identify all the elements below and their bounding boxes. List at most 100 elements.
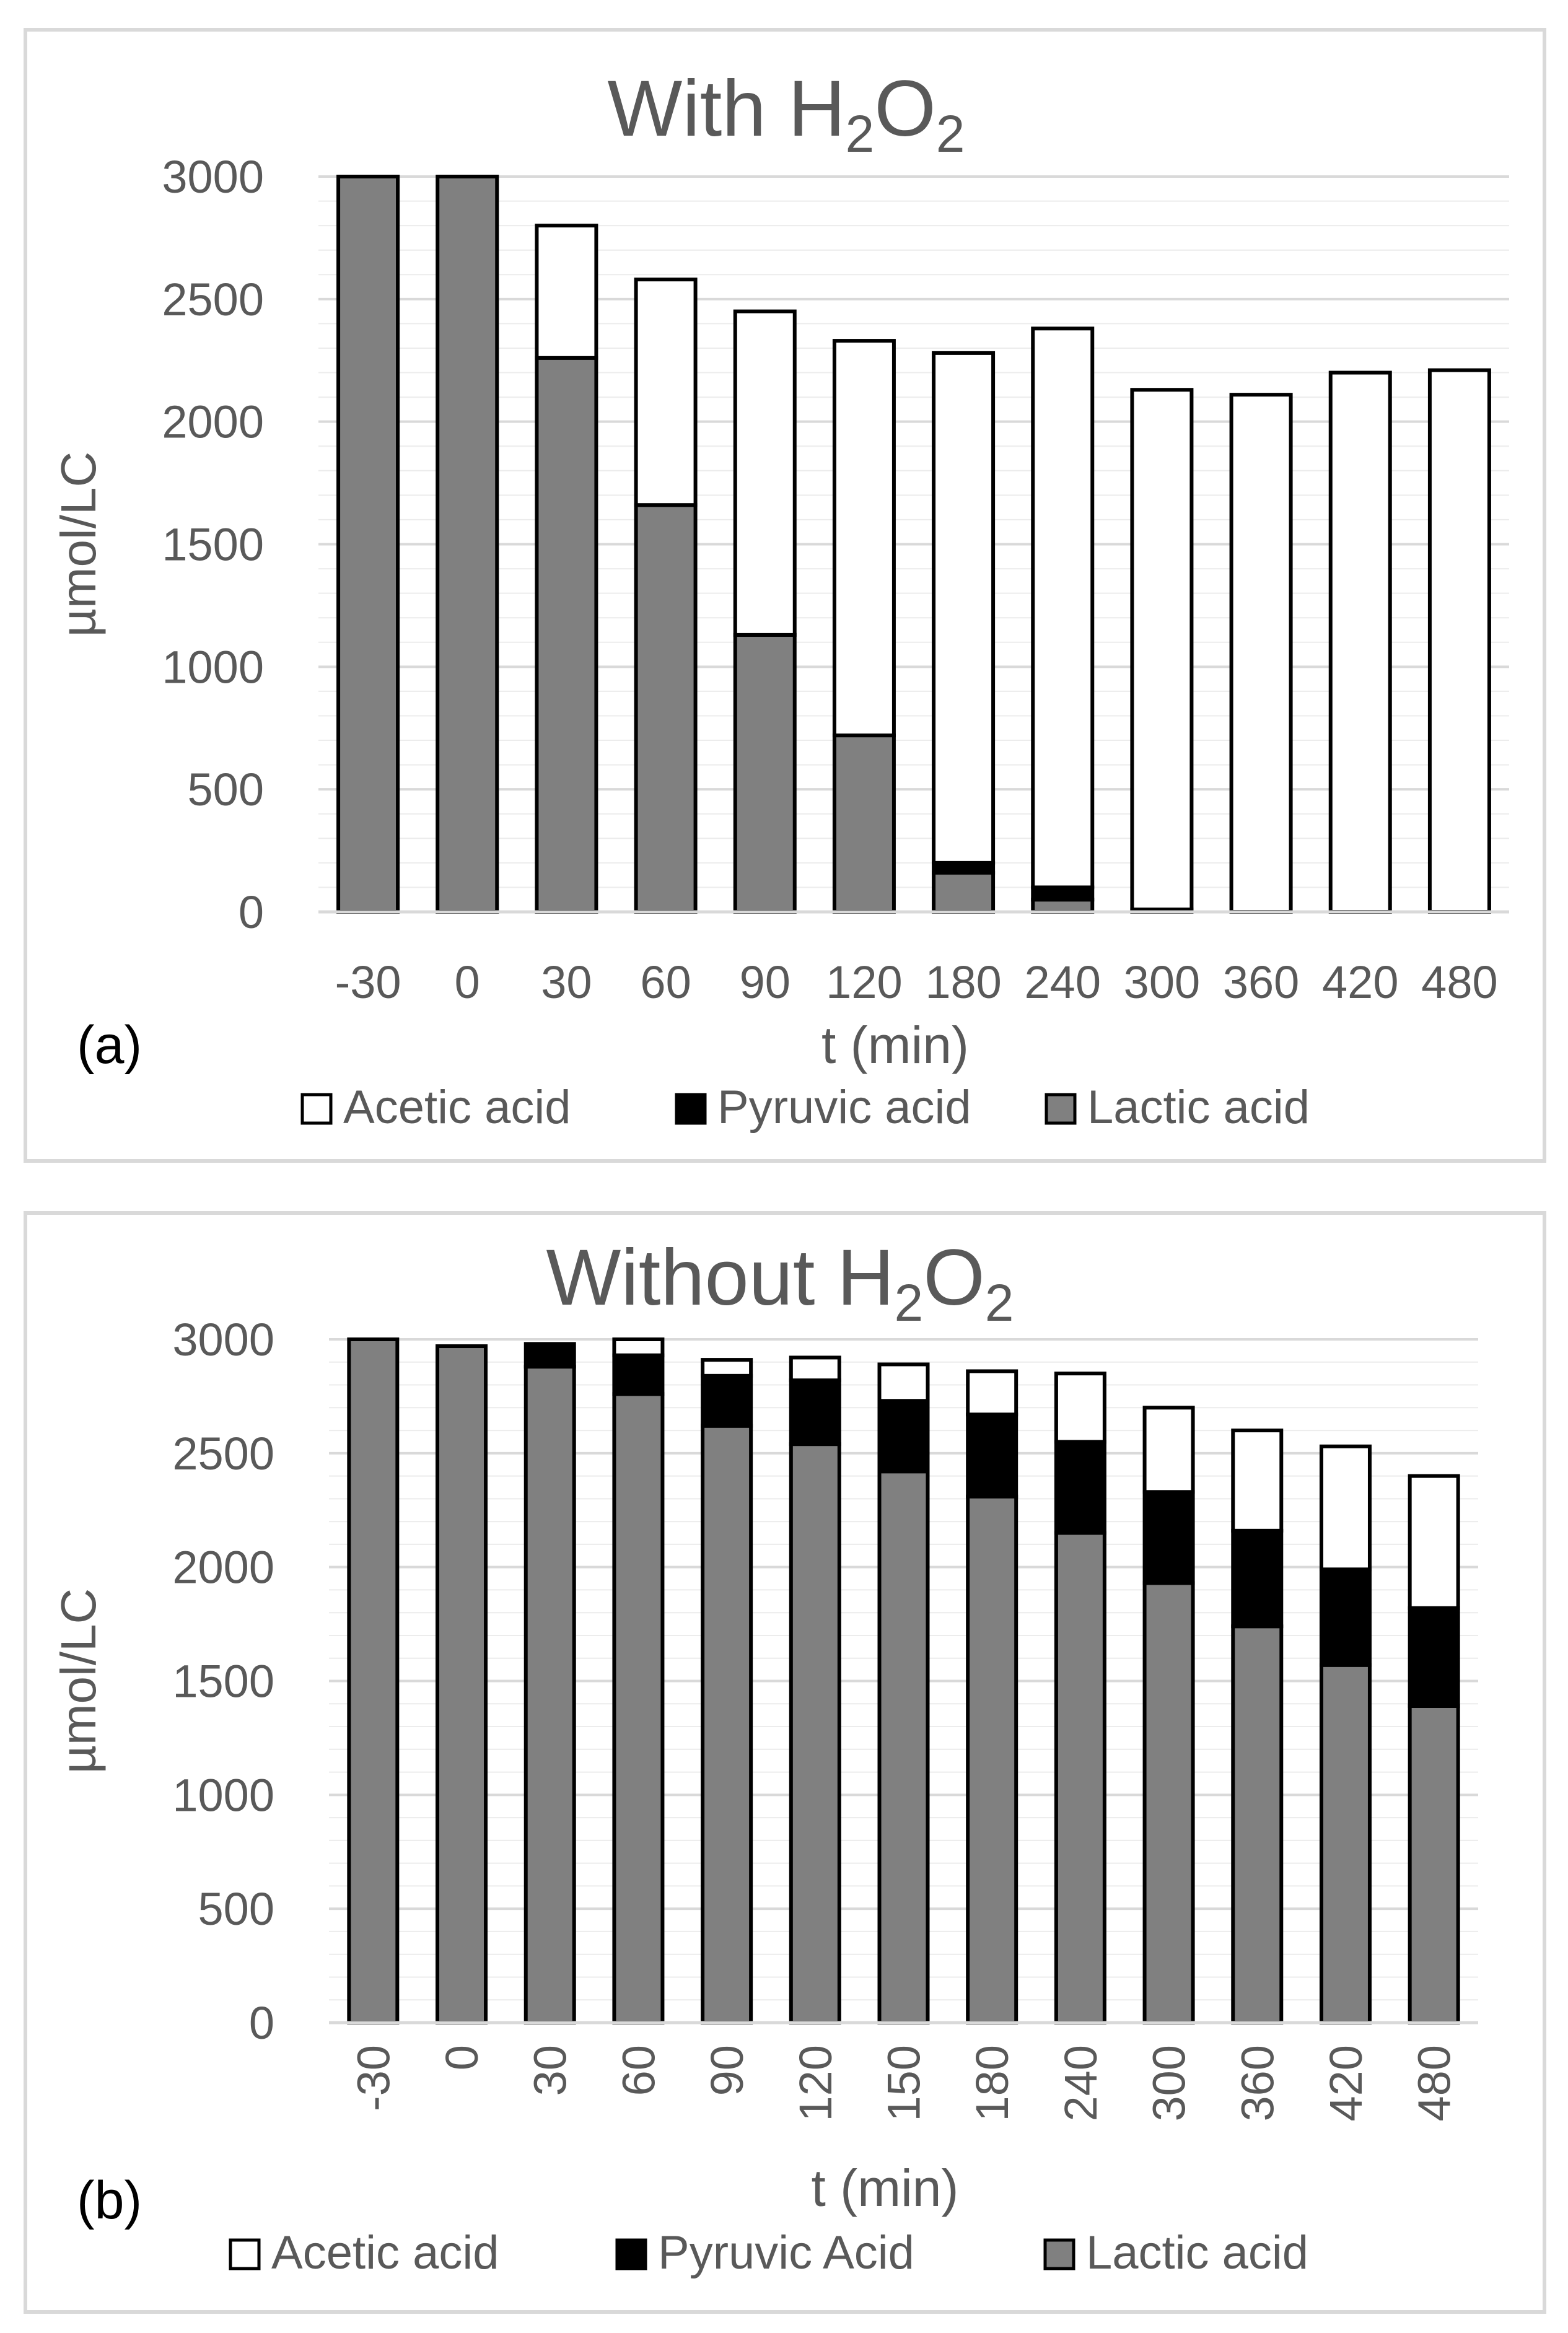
chart-b-panel-label: (b) [77, 2171, 142, 2230]
chart-b-x-tick-label: 150 [878, 2045, 930, 2121]
chart-b-y-tick-label: 1000 [172, 1769, 274, 1821]
chart-b-bar-lactic-acid [1054, 1531, 1106, 2024]
chart-a-x-tick-label: 240 [1025, 956, 1101, 1008]
chart-b-bar-lactic-acid [1408, 1704, 1460, 2025]
chart-b-x-tick-label: 120 [790, 2045, 841, 2121]
chart-a-legend-swatch [675, 1093, 707, 1125]
chart-a-y-tick-label: 2000 [162, 396, 264, 448]
chart-b-legend-label: Acetic acid [271, 2226, 499, 2279]
chart-b-y-tick-label: 3000 [172, 1314, 274, 1365]
chart-panel-a: 0 500 1000 1500 2000 2500 3000 -30 0 30 60 90 120 180… [24, 28, 1546, 1163]
chart-b-y-tick-label: 0 [249, 1997, 274, 2049]
chart-b-y-tick-label: 1500 [172, 1656, 274, 1707]
chart-a-legend-swatch [1045, 1093, 1077, 1125]
chart-b-bar-lactic-acid [523, 1365, 576, 2024]
chart-b-bar-acetic-acid [966, 1369, 1018, 1417]
chart-a-bar-lactic-acid [932, 870, 996, 914]
chart-b-x-tick-label: 180 [966, 2045, 1018, 2121]
chart-b-bar-pyruvic-acid [612, 1353, 665, 1396]
chart-b-bar-pyruvic-acid [789, 1378, 841, 1447]
chart-a-x-tick-label: -30 [335, 956, 401, 1008]
chart-a-y-tick-label: 3000 [162, 151, 264, 203]
chart-b-bar-pyruvic-acid [877, 1399, 930, 1474]
chart-b-bar-lactic-acid [612, 1392, 665, 2024]
chart-a-bar-acetic-acid [1229, 393, 1293, 914]
chart-b-title: Without H2O2 [546, 1233, 1014, 1332]
chart-b-x-tick-label: 240 [1055, 2045, 1106, 2121]
chart-a-bar-acetic-acid [1130, 388, 1194, 912]
chart-b-bar-pyruvic-acid [701, 1373, 753, 1428]
chart-a-legend-label: Acetic acid [343, 1081, 571, 1134]
chart-b-bar-lactic-acid [877, 1469, 930, 2025]
chart-a-panel-label: (a) [77, 1015, 142, 1075]
chart-b-x-tick-label: 30 [525, 2045, 576, 2096]
chart-a-x-tick-label: 30 [541, 956, 592, 1008]
chart-a-x-tick-label: 120 [826, 956, 902, 1008]
chart-b-svg: 0 500 1000 1500 2000 2500 3000 -30 0 30 60 90 120 150… [51, 1233, 1478, 2279]
chart-b-bar-lactic-acid [1231, 1624, 1284, 2024]
chart-b-x-tick-label: 300 [1144, 2045, 1195, 2121]
chart-a-legend-label: Lactic acid [1087, 1081, 1310, 1134]
chart-b-y-tick-label: 2500 [172, 1428, 274, 1479]
chart-b-legend-label: Pyruvic Acid [658, 2226, 914, 2279]
chart-b-bar-acetic-acid [1319, 1444, 1372, 1572]
chart-b-bar-acetic-acid [1231, 1429, 1284, 1533]
chart-b-x-tick-label: 60 [613, 2045, 664, 2096]
chart-b-bar-lactic-acid [701, 1424, 753, 2025]
chart-a-bar-lactic-acid [634, 503, 698, 914]
chart-b-bar-lactic-acid [966, 1494, 1018, 2024]
chart-a-bar-acetic-acid [932, 351, 996, 865]
chart-b-bar-pyruvic-acid [1054, 1440, 1106, 1535]
chart-a-x-tick-label: 480 [1421, 956, 1497, 1008]
chart-a-x-tick-label: 360 [1223, 956, 1299, 1008]
chart-b-legend-swatch [615, 2238, 647, 2270]
chart-a-x-axis-label: t (min) [821, 1016, 969, 1074]
chart-a-bar-lactic-acid [832, 733, 896, 914]
chart-b-bar-pyruvic-acid [966, 1412, 1018, 1499]
chart-a-y-tick-label: 1000 [162, 641, 264, 693]
chart-b-bar-lactic-acid [1319, 1663, 1372, 2024]
chart-b-bar-pyruvic-acid [1408, 1606, 1460, 1708]
chart-b-x-tick-label: 90 [701, 2045, 753, 2096]
chart-b-legend-swatch [1043, 2238, 1075, 2270]
chart-a-x-tick-label: 90 [740, 956, 791, 1008]
chart-b-x-tick-label: 480 [1409, 2045, 1460, 2121]
chart-b-x-tick-label: 0 [436, 2045, 488, 2070]
chart-b-y-axis-label: µmol/LC [51, 1588, 106, 1774]
chart-b-y-tick-label: 2000 [172, 1542, 274, 1593]
chart-b-bar-acetic-acid [789, 1355, 841, 1383]
chart-a-bar-lactic-acid [733, 632, 797, 914]
chart-a-x-tick-label: 60 [640, 956, 691, 1008]
chart-panel-b: 0 500 1000 1500 2000 2500 3000 -30 0 30 60 90 120 150… [24, 1211, 1546, 2314]
chart-a-bar-acetic-acid [1031, 326, 1095, 890]
chart-b-bar-pyruvic-acid [1142, 1490, 1195, 1585]
chart-a-x-tick-label: 300 [1124, 956, 1200, 1008]
chart-b-bar-acetic-acid [1142, 1406, 1195, 1494]
chart-b-bar-lactic-acid [1142, 1581, 1195, 2024]
chart-a-y-tick-label: 2500 [162, 274, 264, 325]
chart-b-y-tick-label: 500 [198, 1883, 274, 1935]
chart-a-y-tick-label: 0 [239, 886, 264, 938]
chart-a-x-tick-label: 0 [455, 956, 480, 1008]
chart-a-bar-acetic-acid [832, 339, 896, 738]
chart-a-legend-label: Pyruvic acid [717, 1081, 971, 1134]
chart-a-bar-lactic-acid [436, 175, 499, 914]
chart-b-bar-lactic-acid [347, 1337, 400, 2024]
chart-a-y-tick-label: 500 [188, 764, 264, 815]
chart-b-x-axis-label: t (min) [812, 2159, 959, 2217]
chart-b-x-tick-label: 360 [1232, 2045, 1283, 2121]
chart-b-bar-acetic-acid [612, 1337, 665, 1357]
chart-a-bar-acetic-acid [733, 309, 797, 637]
chart-b-bar-acetic-acid [1054, 1372, 1106, 1444]
chart-b-legend-swatch [229, 2238, 261, 2270]
chart-a-svg: 0 500 1000 1500 2000 2500 3000 -30 0 30 60 90 120 180… [51, 64, 1509, 1134]
chart-a-bar-lactic-acid [535, 356, 598, 914]
chart-a-title: With H2O2 [608, 64, 965, 163]
chart-b-bar-pyruvic-acid [523, 1342, 576, 1369]
chart-b-bar-acetic-acid [1408, 1474, 1460, 1610]
chart-a-bar-lactic-acid [336, 175, 400, 914]
chart-b-bar-pyruvic-acid [1319, 1567, 1372, 1667]
chart-a-y-axis-label: µmol/LC [51, 452, 106, 637]
chart-a-bar-acetic-acid [1328, 370, 1392, 914]
chart-a-x-tick-label: 180 [925, 956, 1001, 1008]
